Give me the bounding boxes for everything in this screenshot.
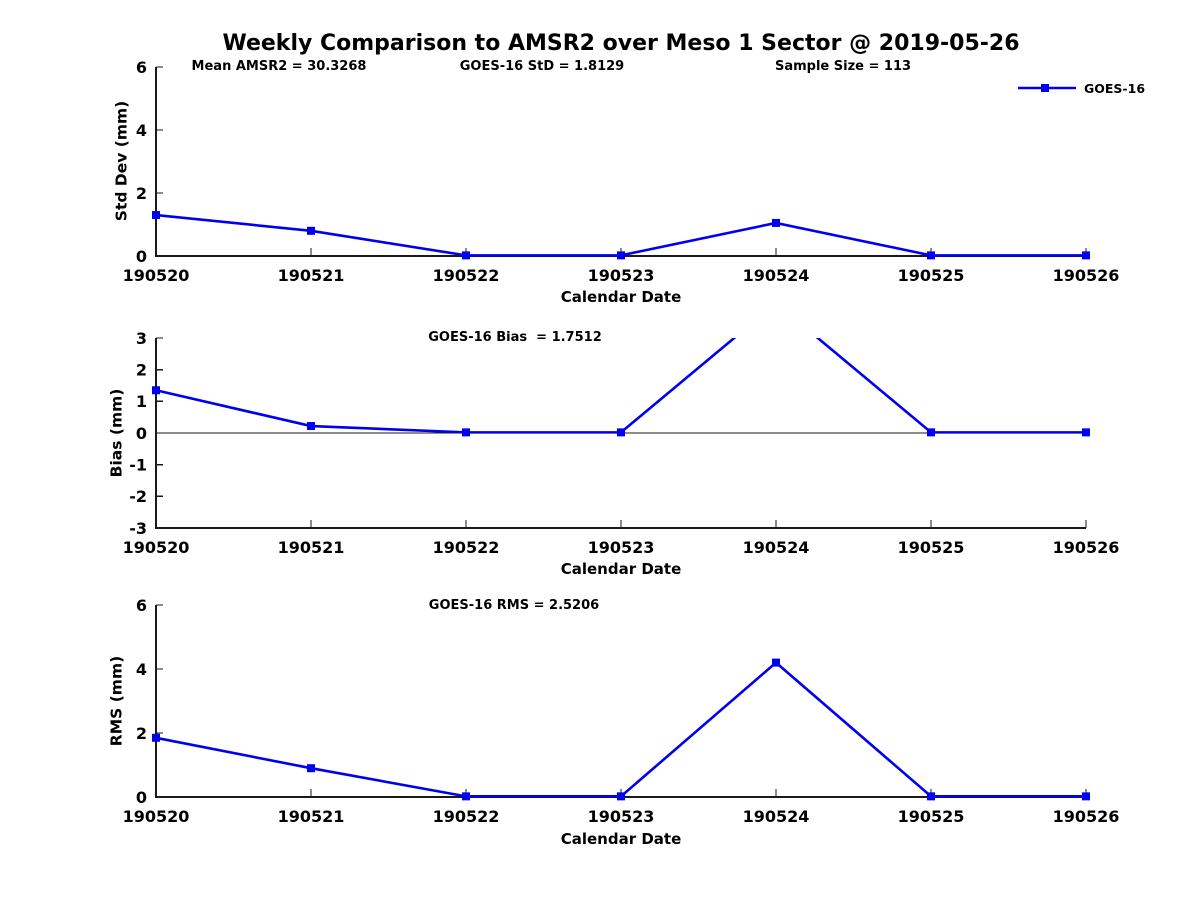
x-tick-label: 190525 <box>898 807 965 826</box>
legend-line-sample <box>1018 84 1076 92</box>
x-tick-label: 190521 <box>278 538 345 557</box>
data-marker <box>1082 428 1090 437</box>
axes-frame <box>155 67 1086 257</box>
ylabel-bias: Bias (mm) <box>107 388 126 478</box>
data-marker <box>152 386 160 395</box>
xlabel-calendar-date-top: Calendar Date <box>560 287 682 306</box>
xlabel-calendar-date-bottom: Calendar Date <box>560 829 682 848</box>
data-marker <box>307 422 315 431</box>
x-tick-label: 190520 <box>123 807 190 826</box>
x-tick-label: 190523 <box>588 538 655 557</box>
y-tick-label: 4 <box>136 121 147 140</box>
x-tick-label: 190525 <box>898 538 965 557</box>
y-tick-label: -1 <box>129 455 147 474</box>
data-marker <box>462 428 470 437</box>
x-tick-label: 190522 <box>433 538 500 557</box>
data-markers <box>152 299 1090 437</box>
y-tick-label: 0 <box>136 424 147 443</box>
y-tick-label: 2 <box>136 184 147 203</box>
data-marker <box>462 792 470 801</box>
x-tick-label: 190521 <box>278 807 345 826</box>
x-tick-label: 190520 <box>123 538 190 557</box>
figure-title: Weekly Comparison to AMSR2 over Meso 1 S… <box>222 30 1020 56</box>
stat-goes16-rms: GOES-16 RMS = 2.5206 <box>428 597 600 613</box>
data-marker <box>1082 251 1090 260</box>
legend-label: GOES-16 <box>1084 80 1146 96</box>
data-marker <box>927 792 935 801</box>
data-marker <box>307 226 315 235</box>
data-marker <box>152 211 160 220</box>
subplot-bias: -3 -2 -1 0 1 2 3 190520 190521 190522 190523 190524… <box>123 299 1120 557</box>
data-markers <box>152 658 1090 801</box>
axes-frame <box>155 605 1086 798</box>
legend: GOES-16 <box>1016 80 1145 96</box>
data-marker <box>772 218 780 227</box>
x-tick-label: 190521 <box>278 266 345 285</box>
axes-frame <box>155 338 1086 529</box>
y-tick-label: 0 <box>136 247 147 266</box>
y-tick-label: 3 <box>136 329 147 348</box>
x-tick-label: 190524 <box>743 266 810 285</box>
ylabel-rms: RMS (mm) <box>107 655 126 747</box>
data-marker <box>927 251 935 260</box>
stat-mean-amsr2: Mean AMSR2 = 30.3268 <box>191 58 367 74</box>
stat-sample-size: Sample Size = 113 <box>774 58 912 74</box>
y-tick-label: 4 <box>136 660 147 679</box>
subplot-stddev: 0 2 4 6 190520 190521 190522 190523 190524 190525… <box>123 58 1120 285</box>
stat-goes16-std: GOES-16 StD = 1.8129 <box>459 58 625 74</box>
y-tick-label: 2 <box>136 724 147 743</box>
x-tick-label: 190520 <box>123 266 190 285</box>
y-tick-label: 6 <box>136 58 147 77</box>
data-marker <box>1082 792 1090 801</box>
y-tick-label: 1 <box>136 392 147 411</box>
x-tick-label: 190526 <box>1053 538 1120 557</box>
legend-marker-icon <box>1041 84 1049 92</box>
data-marker <box>152 733 160 742</box>
data-marker <box>617 251 625 260</box>
xlabel-calendar-date-middle: Calendar Date <box>560 559 682 578</box>
data-marker <box>617 792 625 801</box>
subplot-rms: 0 2 4 6 190520 190521 190522 190523 190524 190525… <box>123 596 1120 826</box>
stat-goes16-bias: GOES-16 Bias = 1.7512 <box>428 329 602 345</box>
x-tick-label: 190524 <box>743 538 810 557</box>
x-tick-label: 190524 <box>743 807 810 826</box>
data-marker <box>927 428 935 437</box>
data-line-goes16 <box>155 660 1086 798</box>
x-tick-label: 190526 <box>1053 266 1120 285</box>
data-marker <box>772 658 780 667</box>
y-tick-label: 6 <box>136 596 147 615</box>
data-markers <box>152 211 1090 260</box>
y-tick-label: -2 <box>129 487 147 506</box>
x-tick-label: 190526 <box>1053 807 1120 826</box>
x-tick-label: 190522 <box>433 807 500 826</box>
x-tick-label: 190522 <box>433 266 500 285</box>
x-tick-label: 190523 <box>588 807 655 826</box>
y-tick-label: 0 <box>136 788 147 807</box>
y-tick-label: 2 <box>136 360 147 379</box>
data-marker <box>307 764 315 773</box>
data-marker <box>617 428 625 437</box>
x-tick-label: 190523 <box>588 266 655 285</box>
data-marker <box>462 251 470 260</box>
y-tick-label: -3 <box>129 519 147 538</box>
ylabel-stddev: Std Dev (mm) <box>112 100 131 222</box>
data-line-goes16 <box>155 338 1086 434</box>
data-marker <box>772 299 780 307</box>
x-tick-label: 190525 <box>898 266 965 285</box>
